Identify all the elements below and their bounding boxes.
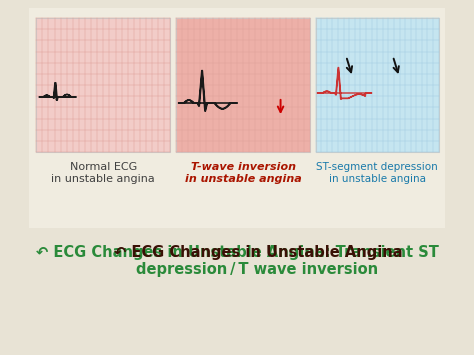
Bar xyxy=(176,18,310,152)
Text: ST-segment depression
in unstable angina: ST-segment depression in unstable angina xyxy=(316,162,438,184)
Text: T-wave inversion
in unstable angina: T-wave inversion in unstable angina xyxy=(185,162,301,184)
Text: ↶ ECG Changes in Unstable Angina: Transient ST
        depression / T wave inver: ↶ ECG Changes in Unstable Angina: Transi… xyxy=(36,245,438,277)
Text: ↶ ECG Changes in Unstable Angina: ↶ ECG Changes in Unstable Angina xyxy=(114,245,402,260)
Bar xyxy=(29,8,445,228)
Text: Normal ECG
in unstable angina: Normal ECG in unstable angina xyxy=(52,162,155,184)
Bar xyxy=(316,18,438,152)
Text: ↶ ECG Changes in Unstable Angina: Transient ST
        depression / T wave inver: ↶ ECG Changes in Unstable Angina: Transi… xyxy=(36,245,438,277)
Bar xyxy=(36,18,170,152)
